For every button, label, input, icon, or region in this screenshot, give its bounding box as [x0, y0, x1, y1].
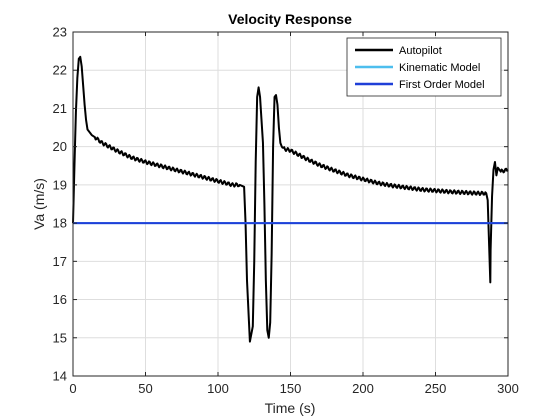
x-tick-label: 0 [69, 381, 76, 396]
legend-label: First Order Model [399, 79, 485, 91]
x-tick-label: 250 [425, 381, 447, 396]
legend-label: Kinematic Model [399, 62, 480, 74]
y-tick-label: 15 [53, 330, 67, 345]
y-tick-label: 16 [53, 292, 67, 307]
y-tick-label: 19 [53, 177, 67, 192]
chart-title: Velocity Response [228, 11, 352, 27]
y-tick-label: 23 [53, 25, 67, 40]
y-axis-label: Va (m/s) [31, 178, 47, 230]
legend-label: Autopilot [399, 45, 442, 57]
y-tick-label: 18 [53, 216, 67, 231]
x-tick-label: 300 [497, 381, 519, 396]
legend: Autopilot Kinematic Model First Order Mode… [346, 37, 502, 97]
series-line-autopilot [72, 55, 509, 343]
ticks: 0 50 100 150 200 250 300 14 15 16 17 18 19 20 21 22 23 [53, 25, 519, 397]
y-tick-label: 20 [53, 139, 67, 154]
y-tick-label: 22 [53, 63, 67, 78]
x-tick-label: 50 [138, 381, 152, 396]
x-axis-label: Time (s) [265, 400, 316, 416]
x-tick-label: 100 [207, 381, 229, 396]
x-tick-label: 200 [352, 381, 374, 396]
y-tick-label: 17 [53, 254, 67, 269]
y-tick-label: 14 [53, 369, 67, 384]
y-tick-label: 21 [53, 101, 67, 116]
x-tick-label: 150 [280, 381, 302, 396]
series-layer [72, 55, 509, 343]
